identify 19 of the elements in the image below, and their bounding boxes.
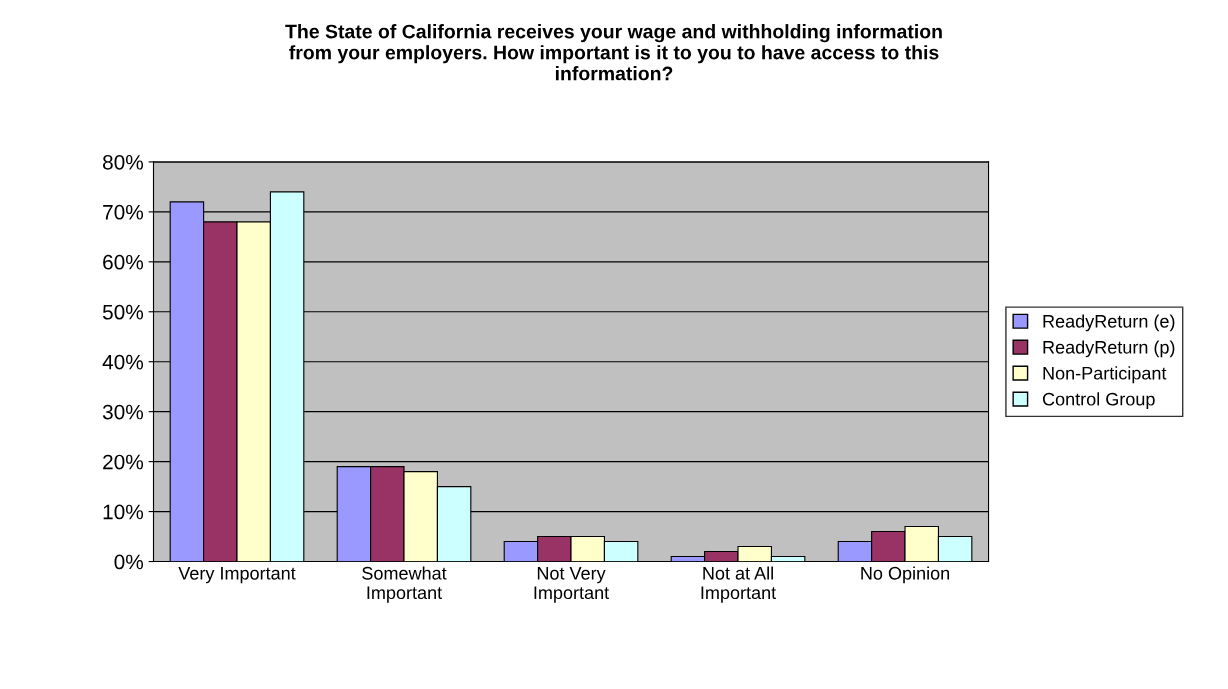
legend-label: ReadyReturn (p): [1043, 340, 1175, 358]
y-tick-label: 0%: [114, 554, 144, 570]
legend-label: ReadyReturn (e): [1043, 314, 1175, 332]
y-tick-label: 30%: [102, 404, 144, 420]
y-tick-label: 20%: [103, 454, 144, 470]
y-tick-label: 80%: [102, 154, 144, 170]
x-tick-label: Not at All Important: [701, 566, 777, 603]
y-tick-label: 70%: [103, 204, 144, 220]
y-tick-label: 60%: [103, 254, 144, 270]
x-tick-label: No Opinion: [861, 566, 950, 584]
chart-title: The State of California receives your wage and withholding information from your employers. How important is it to you to have access to this information?: [285, 24, 942, 81]
y-tick-label: 40%: [102, 354, 144, 370]
x-tick-label: Somewhat Important: [362, 566, 447, 603]
x-tick-label: Not Very Important: [534, 567, 610, 603]
y-tick-label: 50%: [102, 304, 144, 320]
y-tick-label: 10%: [103, 504, 144, 520]
legend-label: Non-Participant: [1043, 366, 1167, 384]
legend-label: Control Group: [1042, 392, 1155, 410]
x-tick-label: Very Important: [178, 567, 296, 584]
